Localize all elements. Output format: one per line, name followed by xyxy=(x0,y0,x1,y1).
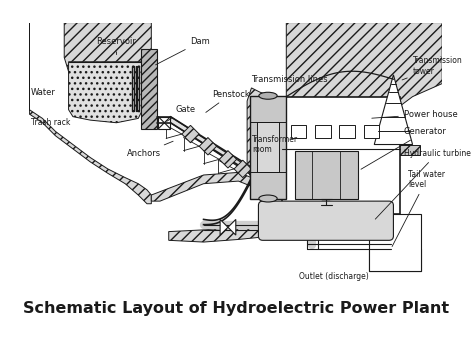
Text: Schematic Layout of Hydroelectric Power Plant: Schematic Layout of Hydroelectric Power … xyxy=(23,301,449,316)
Polygon shape xyxy=(64,23,151,114)
Text: Hydraulic turbine: Hydraulic turbine xyxy=(375,149,471,219)
Text: Transmission lines: Transmission lines xyxy=(252,75,328,90)
Bar xyxy=(315,125,331,138)
Polygon shape xyxy=(182,125,199,143)
Polygon shape xyxy=(247,23,442,177)
Bar xyxy=(282,97,400,214)
Bar xyxy=(257,122,279,173)
Polygon shape xyxy=(220,219,228,235)
Text: Penstock: Penstock xyxy=(206,90,250,112)
Text: Power house: Power house xyxy=(372,110,457,119)
Text: Generator: Generator xyxy=(361,127,447,169)
Text: Transformer
room: Transformer room xyxy=(252,135,299,154)
Polygon shape xyxy=(374,75,412,145)
Polygon shape xyxy=(369,249,421,271)
Text: Transmission
tower: Transmission tower xyxy=(402,56,462,80)
Polygon shape xyxy=(171,117,254,177)
Bar xyxy=(250,96,286,198)
Text: Water: Water xyxy=(31,88,56,97)
Text: Reservoir: Reservoir xyxy=(97,37,137,55)
Polygon shape xyxy=(151,173,252,201)
Bar xyxy=(367,145,419,155)
Bar xyxy=(141,49,156,129)
Ellipse shape xyxy=(259,92,277,99)
Text: Anchors: Anchors xyxy=(127,141,173,158)
Bar xyxy=(295,150,358,198)
Text: Gate: Gate xyxy=(167,105,196,121)
Polygon shape xyxy=(69,62,143,123)
Bar xyxy=(291,125,306,138)
Ellipse shape xyxy=(259,195,277,202)
FancyBboxPatch shape xyxy=(258,201,393,240)
Polygon shape xyxy=(29,23,151,204)
Polygon shape xyxy=(234,160,252,177)
Bar xyxy=(369,214,421,271)
Text: Trash rack: Trash rack xyxy=(31,118,71,127)
Bar xyxy=(339,125,355,138)
Bar xyxy=(158,117,171,129)
Polygon shape xyxy=(199,138,217,155)
Text: Tail water
level: Tail water level xyxy=(392,170,445,246)
Polygon shape xyxy=(219,150,237,168)
Text: Dam: Dam xyxy=(155,37,210,65)
Bar xyxy=(364,125,380,138)
Polygon shape xyxy=(228,219,236,235)
Text: Outlet (discharge): Outlet (discharge) xyxy=(299,272,369,281)
Polygon shape xyxy=(169,221,369,242)
